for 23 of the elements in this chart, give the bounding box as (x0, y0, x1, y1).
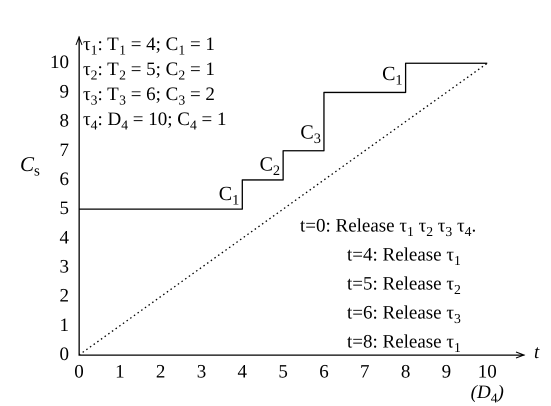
x-tick-label: 7 (360, 361, 370, 382)
y-tick-label: 5 (60, 198, 69, 220)
x-tick-label: 8 (400, 361, 410, 382)
y-tick-label: 8 (60, 110, 69, 132)
y-tick-label: 4 (60, 227, 70, 248)
y-tick-label: 0 (60, 344, 69, 365)
x-tick-label: 2 (156, 361, 166, 382)
x-tick-label: 1 (115, 361, 125, 382)
x-tick-label: 5 (278, 361, 288, 382)
x-tick-label: 9 (442, 361, 452, 382)
y-tick-label: 2 (60, 286, 69, 307)
y-tick-label: 6 (60, 168, 69, 190)
y-tick-label: 9 (60, 81, 69, 102)
x-tick-label: 3 (196, 361, 206, 382)
y-tick-label: 3 (60, 256, 69, 278)
x-tick-label: 4 (238, 361, 248, 382)
x-tick-label: 0 (74, 361, 84, 382)
y-tick-label: 1 (60, 314, 69, 336)
x-tick-label: 10 (478, 361, 497, 382)
x-axis-title: t (534, 342, 540, 363)
y-tick-label: 7 (60, 140, 69, 161)
y-tick-label: 10 (50, 52, 69, 74)
x-tick-label: 6 (319, 361, 329, 382)
